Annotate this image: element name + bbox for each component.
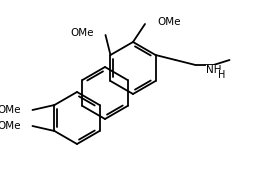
- Text: NH: NH: [206, 65, 221, 75]
- Text: OMe: OMe: [70, 28, 93, 38]
- Text: OMe: OMe: [0, 121, 20, 131]
- Text: H: H: [217, 70, 225, 80]
- Text: OMe: OMe: [0, 105, 20, 115]
- Text: OMe: OMe: [157, 17, 181, 27]
